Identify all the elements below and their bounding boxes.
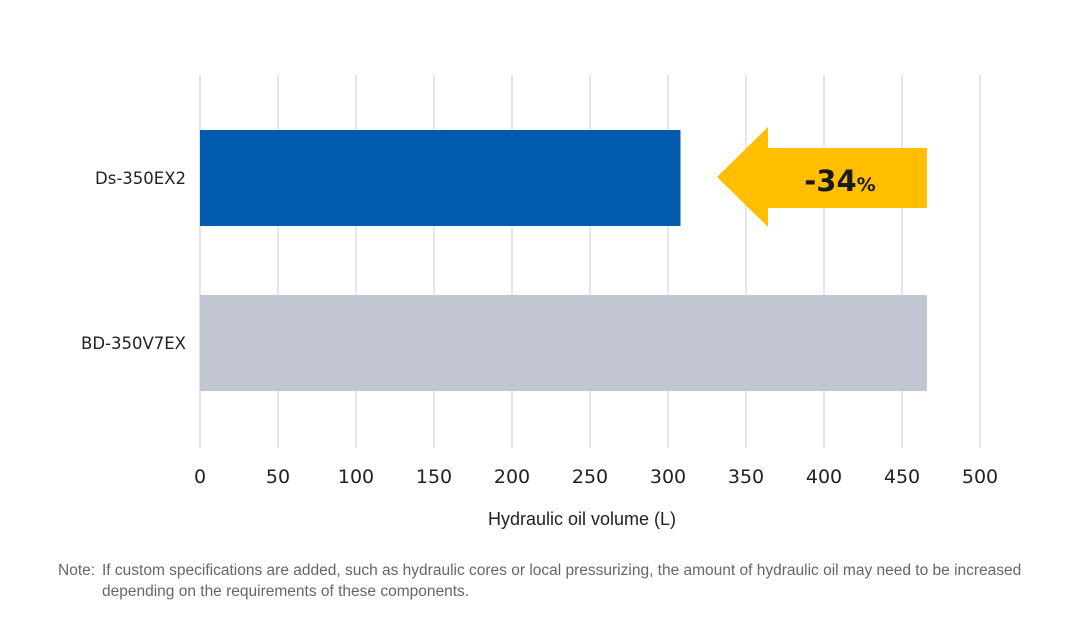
x-tick-label: 200 [494, 466, 530, 488]
y-category-label: BD-350V7EX [81, 334, 186, 353]
x-tick-label: 50 [266, 466, 290, 488]
note-text: If custom specifications are added, such… [102, 562, 1022, 600]
reduction-label: -34% [804, 164, 875, 198]
bar-bd-350v7ex [200, 295, 927, 391]
x-tick-label: 100 [338, 466, 374, 488]
x-tick-label: 0 [194, 466, 206, 488]
reduction-arrow [717, 127, 927, 227]
x-tick-label: 400 [806, 466, 842, 488]
x-tick-label: 300 [650, 466, 686, 488]
x-tick-label: 250 [572, 466, 608, 488]
x-tick-label: 500 [962, 466, 998, 488]
note-label: Note: [58, 562, 96, 579]
x-tick-label: 150 [416, 466, 452, 488]
x-tick-label: 450 [884, 466, 920, 488]
reduction-number: -34 [804, 164, 856, 198]
y-category-label: Ds-350EX2 [95, 169, 186, 188]
bar-ds-350ex2 [200, 130, 681, 226]
x-axis-title: Hydraulic oil volume (L) [488, 509, 676, 529]
footnote: Note: If custom specifications are added… [58, 560, 1058, 602]
x-tick-label: 350 [728, 466, 764, 488]
reduction-unit: % [857, 174, 876, 196]
